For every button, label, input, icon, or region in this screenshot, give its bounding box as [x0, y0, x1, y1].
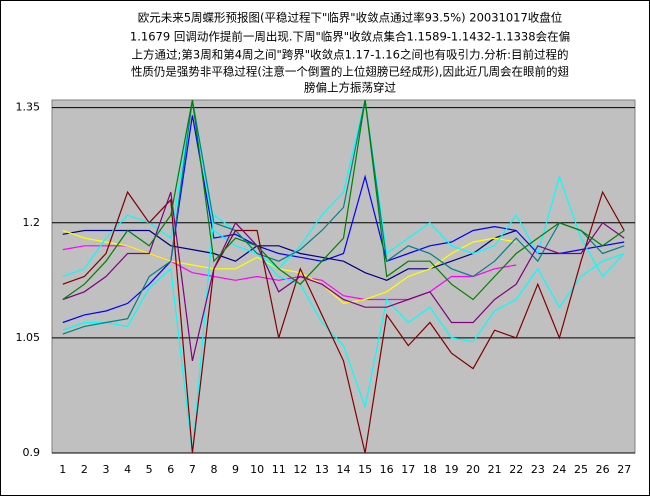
series-group: [62, 100, 625, 453]
y-tick-label: 1.35: [16, 101, 41, 114]
x-tick-label: 20: [466, 463, 480, 476]
x-tick-label: 26: [596, 463, 610, 476]
x-tick-label: 21: [488, 463, 502, 476]
series-line: [62, 191, 625, 362]
x-tick-label: 24: [552, 463, 566, 476]
y-tick-label: 1.05: [16, 331, 41, 344]
x-tick-label: 18: [423, 463, 437, 476]
chart-title: 欧元未来5周蝶形预报图(平稳过程下"临界"收敛点通过率93.5%) 200310…: [138, 11, 563, 25]
x-tick-label: 1: [59, 463, 66, 476]
series-line: [62, 115, 625, 324]
x-tick-label: 2: [81, 463, 88, 476]
x-tick-label: 13: [315, 463, 329, 476]
chart-title: 膀偏上方振荡穿过: [304, 81, 396, 95]
chart-title: 性质仍是强势非平稳过程(注意一个倒置的上位翅膀已经成形),因此近几周会在眼前的翅: [131, 65, 570, 79]
series-line: [62, 100, 625, 301]
x-tick-label: 22: [509, 463, 523, 476]
chart-title: 上方通过;第3周和第4周之间"跨界"收敛点1.17-1.16之间也有吸引力.分析…: [132, 48, 569, 62]
x-tick-label: 4: [124, 463, 131, 476]
y-tick-label: 1.2: [23, 216, 41, 229]
x-tick-label: 6: [167, 463, 174, 476]
plot-area: [51, 99, 636, 454]
series-line: [62, 190, 625, 453]
series-line: [62, 229, 517, 281]
x-tick-label: 14: [337, 463, 351, 476]
x-tick-label: 25: [574, 463, 588, 476]
x-tick-label: 7: [189, 463, 196, 476]
x-tick-label: 27: [617, 463, 631, 476]
x-tick-label: 23: [531, 463, 545, 476]
x-tick-label: 15: [358, 463, 372, 476]
series-line: [62, 100, 625, 335]
x-tick-label: 9: [232, 463, 239, 476]
x-tick-label: 19: [444, 463, 458, 476]
x-tick-label: 16: [380, 463, 394, 476]
chart-title: 1.1679 回调动作提前一周出现.下周"临界"收敛点集合1.1589-1.14…: [130, 30, 570, 44]
y-tick-label: 0.9: [23, 446, 41, 459]
x-tick-label: 10: [250, 463, 264, 476]
x-tick-label: 5: [146, 463, 153, 476]
x-tick-label: 3: [102, 463, 109, 476]
series-line: [62, 214, 625, 453]
x-tick-label: 8: [210, 463, 217, 476]
x-tick-label: 11: [272, 463, 286, 476]
x-tick-label: 17: [401, 463, 415, 476]
series-line: [62, 100, 625, 278]
x-tick-label: 12: [293, 463, 307, 476]
